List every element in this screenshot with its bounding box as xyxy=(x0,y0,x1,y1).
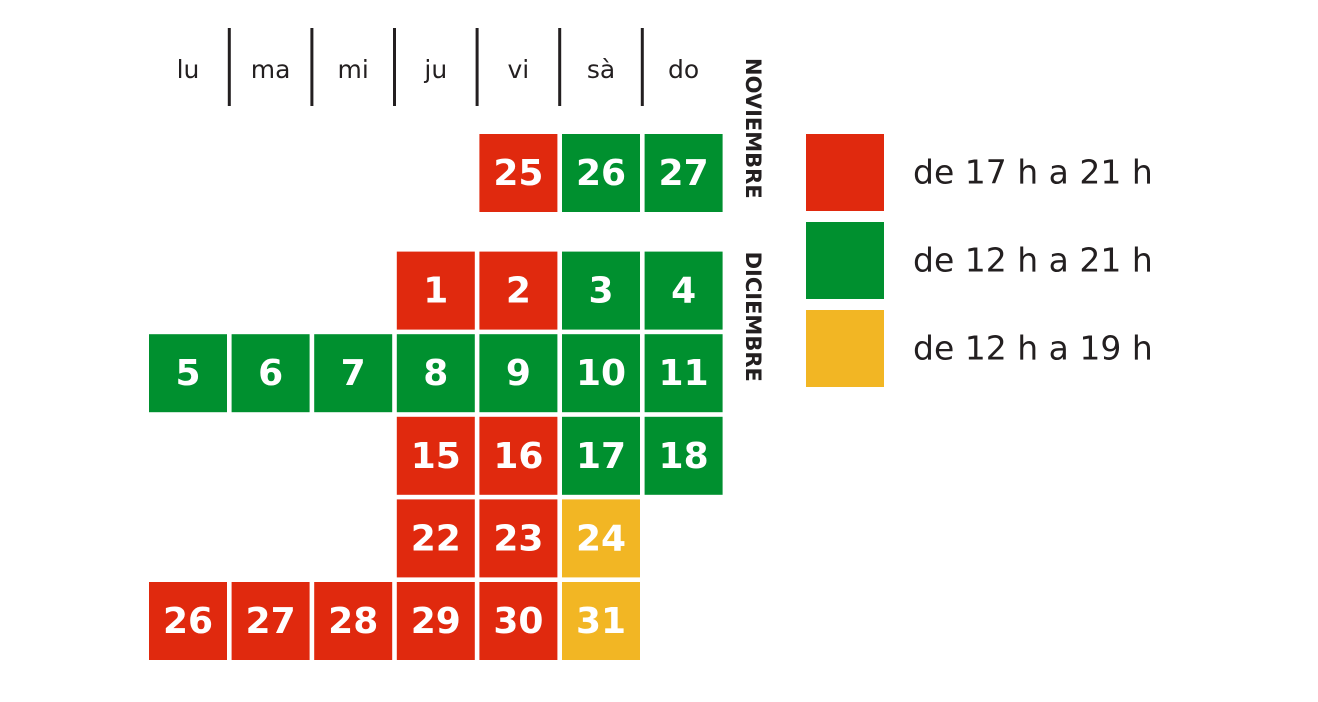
day-cell xyxy=(479,499,558,578)
day-cell xyxy=(562,582,640,660)
day-number: 16 xyxy=(493,436,543,477)
day-number: 24 xyxy=(576,518,626,559)
day-cell xyxy=(479,134,558,212)
day-cell xyxy=(479,416,558,495)
day-number: 2 xyxy=(506,271,531,312)
day-number: 10 xyxy=(576,353,626,394)
day-cell xyxy=(479,582,558,660)
day-number: 18 xyxy=(659,436,709,477)
legend-label: de 12 h a 21 h xyxy=(913,241,1153,280)
month-label: DICIEMBRE xyxy=(741,252,765,382)
day-number: 4 xyxy=(671,271,696,312)
day-cell xyxy=(644,251,723,330)
day-number: 5 xyxy=(175,353,200,394)
day-cell xyxy=(396,334,475,413)
day-cell xyxy=(644,416,723,495)
day-number: 23 xyxy=(493,518,543,559)
day-cell xyxy=(562,251,640,330)
day-cell xyxy=(644,134,723,212)
weekday-label: ma xyxy=(251,55,291,84)
weekday-label: lu xyxy=(177,55,200,84)
day-cell xyxy=(479,334,558,413)
day-cell xyxy=(149,334,227,413)
day-cell xyxy=(396,251,475,330)
day-cell xyxy=(396,416,475,495)
day-number: 9 xyxy=(506,353,531,394)
month-label: NOVIEMBRE xyxy=(741,58,765,199)
weekday-label: do xyxy=(668,55,699,84)
day-number: 25 xyxy=(493,153,543,194)
legend-swatch xyxy=(806,310,884,387)
day-number: 31 xyxy=(576,601,626,642)
weekday-label: mi xyxy=(338,55,369,84)
day-number: 27 xyxy=(246,601,296,642)
day-cell xyxy=(562,416,640,495)
day-cell xyxy=(562,334,640,413)
day-number: 22 xyxy=(411,518,461,559)
day-number: 1 xyxy=(423,271,448,312)
weekday-label: sà xyxy=(587,55,615,84)
day-number: 26 xyxy=(576,153,626,194)
day-number: 7 xyxy=(341,353,366,394)
day-cell xyxy=(231,582,310,660)
day-cell xyxy=(644,334,723,413)
day-number: 29 xyxy=(411,601,461,642)
day-number: 15 xyxy=(411,436,461,477)
day-cell xyxy=(231,334,310,413)
day-number: 30 xyxy=(493,601,543,642)
day-number: 17 xyxy=(576,436,626,477)
weekday-label: vi xyxy=(508,55,530,84)
legend-label: de 12 h a 19 h xyxy=(913,329,1153,368)
day-number: 26 xyxy=(163,601,213,642)
day-cell xyxy=(396,499,475,578)
day-number: 3 xyxy=(588,271,613,312)
day-cell xyxy=(479,251,558,330)
day-cell xyxy=(149,582,227,660)
day-number: 27 xyxy=(659,153,709,194)
day-cell xyxy=(562,134,640,212)
day-number: 8 xyxy=(423,353,448,394)
legend-swatch xyxy=(806,222,884,299)
day-cell xyxy=(314,334,393,413)
day-number: 28 xyxy=(328,601,378,642)
day-cell xyxy=(562,499,640,578)
day-number: 11 xyxy=(659,353,709,394)
legend-swatch xyxy=(806,134,884,211)
day-number: 6 xyxy=(258,353,283,394)
day-cell xyxy=(396,582,475,660)
legend-label: de 17 h a 21 h xyxy=(913,153,1153,192)
day-cell xyxy=(314,582,393,660)
weekday-label: ju xyxy=(423,55,447,84)
